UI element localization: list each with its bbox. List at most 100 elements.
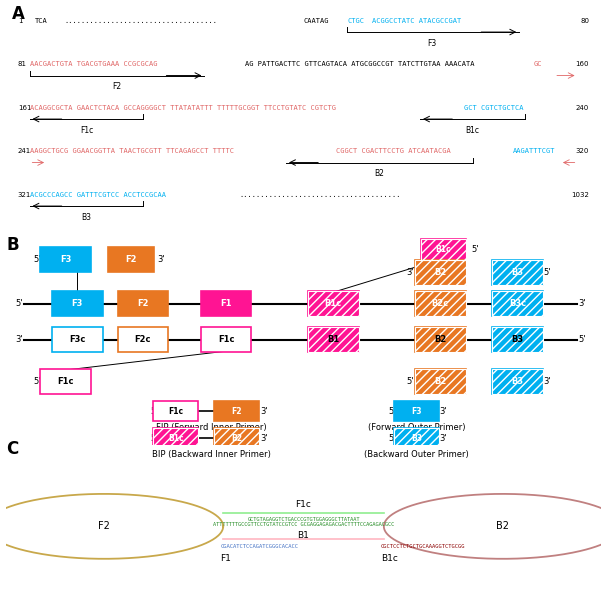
Text: F2: F2 [231, 407, 242, 415]
Text: ......................................: ...................................... [239, 192, 401, 198]
Text: 3': 3' [261, 434, 268, 443]
Text: 5': 5' [579, 335, 586, 344]
Text: 1032: 1032 [572, 192, 589, 198]
Text: FIP (Forward Inner Primer): FIP (Forward Inner Primer) [156, 423, 267, 432]
Text: F1c: F1c [168, 407, 183, 415]
Text: 5': 5' [33, 377, 40, 386]
Text: F1: F1 [220, 554, 231, 563]
Text: TCA: TCA [35, 17, 48, 23]
FancyBboxPatch shape [415, 260, 466, 285]
Text: ....................................: .................................... [64, 17, 218, 23]
Text: 320: 320 [576, 148, 589, 154]
FancyBboxPatch shape [421, 239, 466, 260]
Text: B1c: B1c [381, 554, 398, 563]
Text: GCTGTAGAGGTCTGACCCGTGTGGAGGGCTTATAAT
ATTTTTTTGCCGTTCCTGTATCCGTCC GCGAGGAGAGACGAC: GCTGTAGAGGTCTGACCCGTGTGGAGGGCTTATAAT ATT… [213, 517, 394, 528]
Text: 3': 3' [439, 434, 447, 443]
Text: B3: B3 [511, 377, 523, 386]
FancyBboxPatch shape [214, 401, 260, 421]
Text: F3: F3 [72, 299, 83, 308]
Text: B: B [6, 236, 19, 254]
FancyBboxPatch shape [415, 327, 466, 352]
Text: F3c: F3c [69, 335, 85, 344]
Text: F1c: F1c [218, 335, 234, 344]
Text: A: A [12, 5, 25, 23]
Text: 321: 321 [18, 192, 31, 198]
Text: CAATAG: CAATAG [304, 17, 329, 23]
Text: B3: B3 [82, 213, 91, 222]
Text: CGGCT CGACTTCCTG ATCAATACGA: CGGCT CGACTTCCTG ATCAATACGA [335, 148, 450, 154]
FancyBboxPatch shape [52, 291, 103, 316]
Text: (Backward Outer Primer): (Backward Outer Primer) [364, 450, 469, 459]
Text: F3: F3 [427, 39, 436, 48]
Text: AACGACTGTA TGACGTGAAA CCGCGCAG: AACGACTGTA TGACGTGAAA CCGCGCAG [29, 61, 157, 67]
Text: AAGATTTCGT: AAGATTTCGT [513, 148, 556, 154]
FancyBboxPatch shape [40, 247, 91, 272]
Text: 5': 5' [406, 377, 413, 386]
Text: B2: B2 [496, 521, 509, 531]
Text: B2: B2 [374, 169, 384, 178]
Text: 5': 5' [543, 268, 551, 276]
Text: B1c: B1c [436, 245, 451, 254]
Text: B1c: B1c [325, 299, 342, 308]
Text: F3: F3 [411, 407, 422, 415]
Text: 5': 5' [150, 407, 157, 415]
Text: ACAGGCGCTA GAACTCTACA GCCAGGGGCT TTATATATTT TTTTTGCGGT TTCCTGTATC CGTCTG: ACAGGCGCTA GAACTCTACA GCCAGGGGCT TTATATA… [29, 105, 335, 111]
Text: F2c: F2c [135, 335, 151, 344]
Text: ACGCCCAGCC GATTTCGTCC ACCTCCGCAA: ACGCCCAGCC GATTTCGTCC ACCTCCGCAA [29, 192, 165, 198]
Text: 81: 81 [18, 61, 27, 67]
Text: 5': 5' [33, 255, 40, 264]
Text: 3': 3' [579, 299, 586, 308]
Text: 3': 3' [15, 335, 23, 344]
Text: AG PATTGACTTC GTTCAGTACA ATGCGGCCGT TATCTTGTAA AAACATA: AG PATTGACTTC GTTCAGTACA ATGCGGCCGT TATC… [245, 61, 475, 67]
Text: F2: F2 [112, 82, 121, 91]
Text: B2c: B2c [432, 299, 449, 308]
FancyBboxPatch shape [153, 401, 198, 421]
Text: B3: B3 [511, 335, 523, 344]
FancyBboxPatch shape [415, 369, 466, 394]
FancyBboxPatch shape [108, 247, 154, 272]
FancyBboxPatch shape [153, 428, 198, 449]
Text: CGACATCTCCAGATCGGGCACACC: CGACATCTCCAGATCGGGCACACC [220, 545, 298, 549]
Text: B2: B2 [435, 335, 447, 344]
FancyBboxPatch shape [308, 291, 359, 316]
FancyBboxPatch shape [394, 401, 439, 421]
Text: 5': 5' [471, 245, 479, 254]
Text: F2: F2 [137, 299, 148, 308]
FancyBboxPatch shape [52, 327, 103, 352]
Text: B1: B1 [297, 531, 310, 540]
FancyBboxPatch shape [492, 291, 543, 316]
Text: B3: B3 [511, 268, 523, 276]
Text: 3': 3' [261, 407, 268, 415]
Text: F2: F2 [125, 255, 136, 264]
FancyBboxPatch shape [214, 428, 260, 449]
Text: F1: F1 [221, 299, 232, 308]
Text: 80: 80 [580, 17, 589, 23]
Text: 3': 3' [543, 377, 551, 386]
Text: 5': 5' [15, 299, 22, 308]
Text: 3': 3' [406, 268, 413, 276]
Text: ACGGCCTATC ATACGCCGAT: ACGGCCTATC ATACGCCGAT [371, 17, 461, 23]
FancyBboxPatch shape [118, 327, 168, 352]
Text: CGCTCCTCTGCTGCAAAGGTCTGCGG: CGCTCCTCTGCTGCAAAGGTCTGCGG [381, 545, 465, 549]
Text: B1c: B1c [168, 434, 183, 443]
Text: BIP (Backward Inner Primer): BIP (Backward Inner Primer) [152, 450, 270, 459]
FancyBboxPatch shape [40, 369, 91, 394]
FancyBboxPatch shape [492, 369, 543, 394]
Text: F1c: F1c [296, 499, 311, 508]
FancyBboxPatch shape [201, 291, 251, 316]
Text: 240: 240 [576, 105, 589, 111]
Text: 5': 5' [150, 434, 157, 443]
FancyBboxPatch shape [394, 428, 439, 449]
Text: F3: F3 [60, 255, 71, 264]
Text: GC: GC [534, 61, 542, 67]
Text: 5': 5' [388, 407, 395, 415]
Text: 5': 5' [388, 434, 395, 443]
Text: F1c: F1c [57, 377, 74, 386]
Text: B2: B2 [231, 434, 242, 443]
Text: F1c: F1c [80, 126, 93, 135]
Text: 1: 1 [18, 17, 22, 23]
Text: B1: B1 [327, 335, 340, 344]
Text: (Forward Outer Primer): (Forward Outer Primer) [368, 423, 465, 432]
Text: F2: F2 [98, 521, 110, 531]
Text: C: C [6, 441, 18, 459]
